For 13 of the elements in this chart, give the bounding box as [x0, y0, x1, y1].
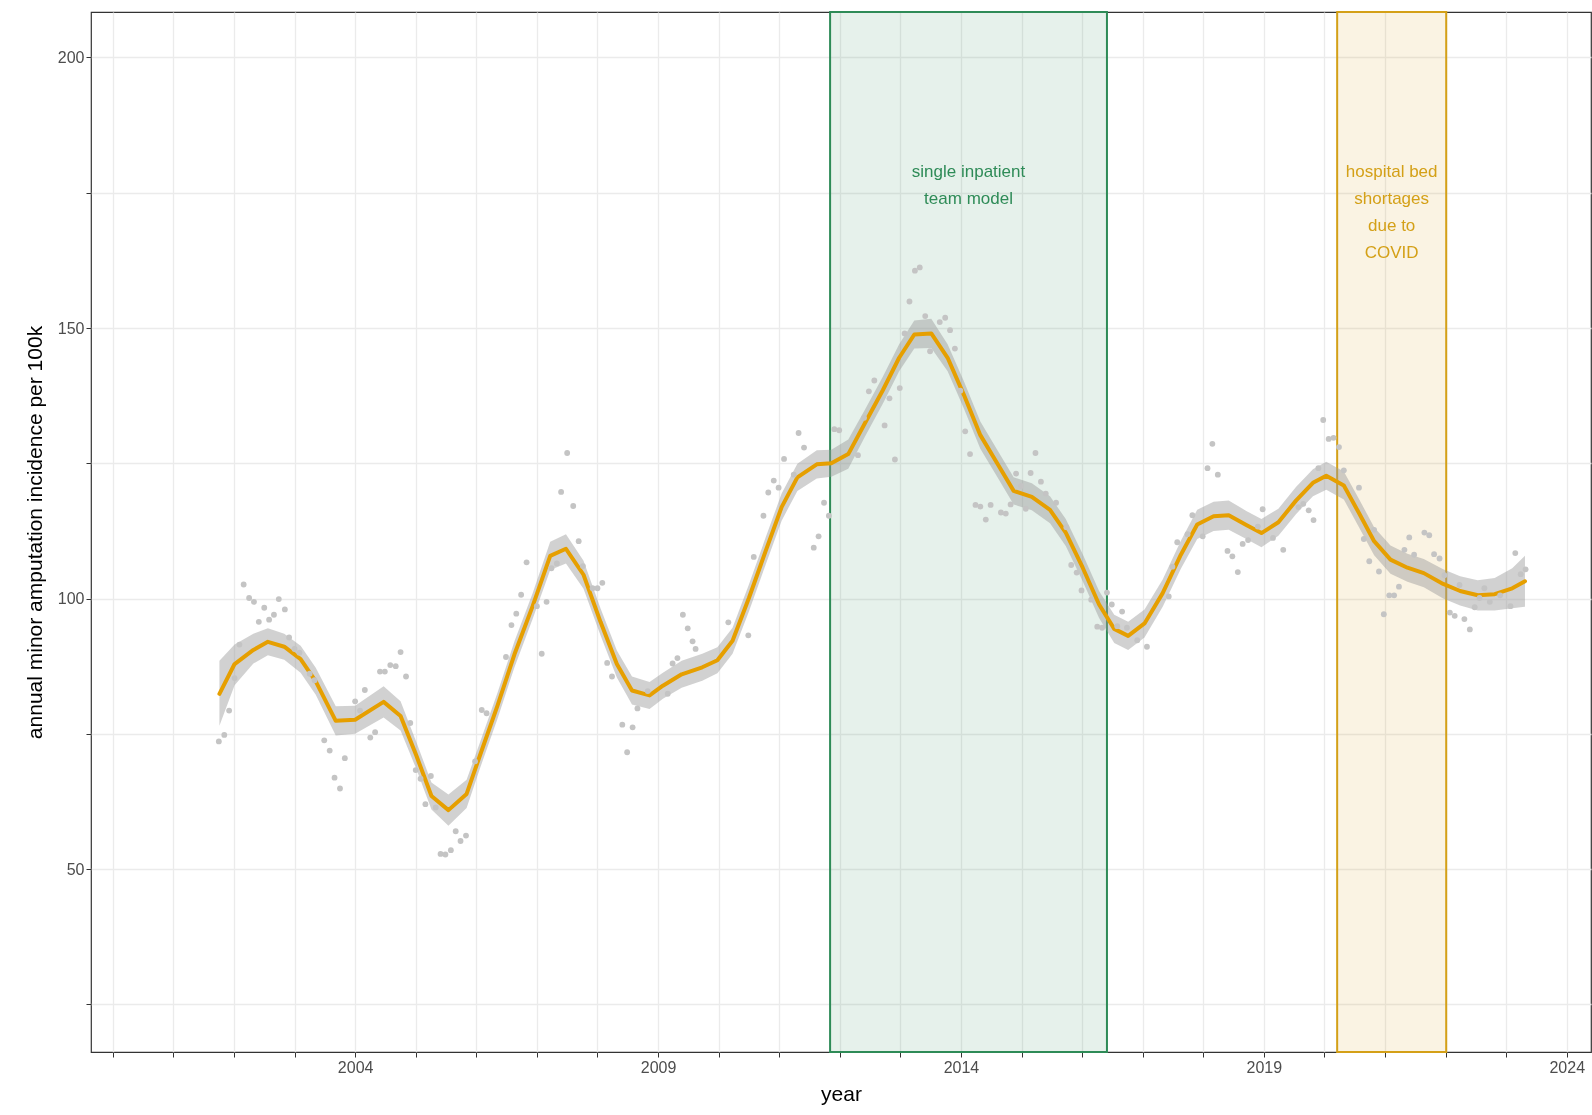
band-label: hospital bed shortages due to COVID — [1345, 162, 1438, 262]
y-tick-label: 50 — [66, 860, 85, 878]
x-tick-label: 2019 — [1246, 1058, 1283, 1076]
x-tick-label: 2014 — [943, 1058, 980, 1076]
band-label: single inpatient team model — [911, 162, 1026, 208]
x-tick-label: 2004 — [337, 1058, 374, 1076]
x-tick-label: 2024 — [1549, 1058, 1586, 1076]
y-tick-label: 100 — [57, 590, 85, 608]
x-axis-title: year — [821, 1081, 862, 1105]
y-tick-label: 150 — [57, 319, 85, 337]
y-axis-title: annual minor amputation incidence per 100k — [22, 325, 46, 740]
x-tick-label: 2009 — [640, 1058, 677, 1076]
y-tick-label: 200 — [57, 48, 85, 66]
